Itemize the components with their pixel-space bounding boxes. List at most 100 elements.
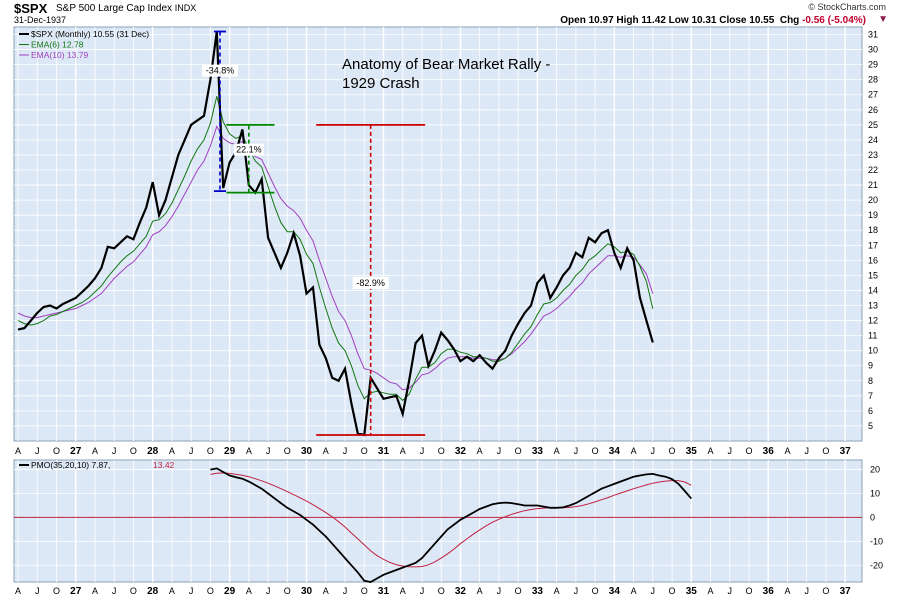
indicator-x-tick-label: 29 (224, 586, 236, 597)
price-x-tick-label: A (246, 446, 252, 456)
blue-percent-label: -34.8% (206, 66, 235, 76)
price-y-tick-label: 28 (868, 75, 878, 85)
chart-title-line: Anatomy of Bear Market Rally - (342, 56, 550, 73)
price-x-tick-label: 34 (609, 446, 621, 457)
indicator-x-tick-label: J (804, 586, 809, 596)
price-x-tick-label: A (323, 446, 329, 456)
price-x-tick-label: J (112, 446, 117, 456)
index-name: S&P 500 Large Cap Index INDX (56, 3, 196, 14)
legend-label-pmo-signal: 13.42 (153, 460, 175, 470)
price-x-tick-label: O (822, 446, 829, 456)
price-y-tick-label: 12 (868, 316, 878, 326)
indicator-x-tick-label: J (343, 586, 348, 596)
indicator-x-tick-label: A (246, 586, 252, 596)
price-x-tick-label: 32 (455, 446, 467, 457)
price-x-tick-label: 35 (686, 446, 698, 457)
price-y-tick-label: 18 (868, 225, 878, 235)
price-x-tick-label: A (169, 446, 175, 456)
indicator-x-tick-label: A (784, 586, 790, 596)
indicator-x-tick-label: A (631, 586, 637, 596)
price-x-tick-label: 36 (763, 446, 775, 457)
price-x-tick-label: 30 (301, 446, 313, 457)
price-x-tick-label: A (92, 446, 98, 456)
brand: © StockCharts.com (808, 2, 886, 12)
indicator-x-tick-label: J (189, 586, 194, 596)
indicator-x-tick-label: 30 (301, 586, 313, 597)
indicator-x-tick-label: O (515, 586, 522, 596)
price-x-tick-label: A (708, 446, 714, 456)
price-x-tick-label: O (438, 446, 445, 456)
ohlc-values: Open 10.97 High 11.42 Low 10.31 Close 10… (560, 15, 775, 26)
price-y-tick-label: 24 (868, 135, 878, 145)
price-y-tick-label: 9 (868, 361, 873, 371)
price-x-tick-label: 33 (532, 446, 544, 457)
indicator-x-tick-label: O (284, 586, 291, 596)
legend-label-ema6: EMA(6) 12.78 (31, 40, 84, 50)
price-x-tick-label: J (728, 446, 733, 456)
legend-label-price: $SPX (Monthly) 10.55 (31 Dec) (31, 29, 149, 39)
index-name-text: S&P 500 Large Cap Index (56, 3, 173, 14)
legend-label-pmo: PMO(35,20,10) 7.87, (31, 460, 110, 470)
price-y-tick-label: 10 (868, 346, 878, 356)
price-x-tick-label: O (284, 446, 291, 456)
price-y-tick-label: 29 (868, 60, 878, 70)
price-y-tick-label: 14 (868, 285, 878, 295)
indicator-x-tick-label: J (651, 586, 656, 596)
indicator-x-tick-label: 35 (686, 586, 698, 597)
price-y-tick-label: 23 (868, 150, 878, 160)
price-y-tick-label: 11 (868, 331, 877, 341)
price-x-tick-label: A (477, 446, 483, 456)
price-x-tick-label: A (631, 446, 637, 456)
price-x-tick-label: 27 (70, 446, 82, 457)
price-x-tick-label: O (53, 446, 60, 456)
ema10-line (17, 125, 654, 391)
indicator-x-tick-label: 37 (840, 586, 852, 597)
price-x-tick-label: J (574, 446, 579, 456)
chart-date: 31-Dec-1937 (14, 15, 67, 25)
indicator-panel (13, 459, 863, 583)
price-y-tick-label: 31 (868, 30, 878, 40)
indicator-x-tick-label: A (708, 586, 714, 596)
price-x-tick-label: J (266, 446, 271, 456)
price-x-tick-label: O (361, 446, 368, 456)
indicator-x-tick-label: O (669, 586, 676, 596)
price-x-tick-label: J (35, 446, 40, 456)
indicator-x-tick-label: 27 (70, 586, 82, 597)
green-percent-label: 22.1% (236, 145, 262, 155)
indicator-x-tick-label: O (130, 586, 137, 596)
price-y-tick-label: 7 (868, 391, 873, 401)
price-x-tick-label: J (651, 446, 656, 456)
indicator-x-tick-label: O (592, 586, 599, 596)
indicator-x-tick-label: 28 (147, 586, 159, 597)
indicator-y-tick-label: 20 (870, 465, 880, 475)
indicator-y-tick-label: 0 (870, 512, 875, 522)
price-y-tick-label: 19 (868, 210, 878, 220)
price-y-tick-label: 20 (868, 195, 878, 205)
indicator-x-tick-label: O (53, 586, 60, 596)
price-y-tick-label: 30 (868, 45, 878, 55)
chart-header: $SPX S&P 500 Large Cap Index INDX 31-Dec… (0, 0, 900, 26)
indicator-x-tick-label: J (728, 586, 733, 596)
indicator-x-tick-label: 36 (763, 586, 775, 597)
price-x-tick-label: 28 (147, 446, 159, 457)
price-x-tick-label: A (15, 446, 21, 456)
indicator-x-tick-label: J (35, 586, 40, 596)
indicator-x-tick-label: 32 (455, 586, 467, 597)
price-x-tick-label: O (669, 446, 676, 456)
indicator-y-tick-label: -10 (870, 536, 883, 546)
pmo-signal-line (210, 472, 692, 568)
indicator-x-tick-label: O (822, 586, 829, 596)
price-x-tick-label: J (497, 446, 502, 456)
price-y-tick-label: 17 (868, 240, 878, 250)
price-y-tick-label: 26 (868, 105, 878, 115)
indicator-x-tick-label: A (554, 586, 560, 596)
price-y-tick-label: 6 (868, 406, 873, 416)
indicator-x-tick-label: J (420, 586, 425, 596)
price-x-tick-label: O (130, 446, 137, 456)
indicator-x-tick-label: A (400, 586, 406, 596)
legend-label-ema10: EMA(10) 13.79 (31, 50, 88, 60)
indicator-x-tick-label: O (207, 586, 214, 596)
indicator-x-tick-label: A (477, 586, 483, 596)
chg-label: Chg (779, 15, 800, 26)
